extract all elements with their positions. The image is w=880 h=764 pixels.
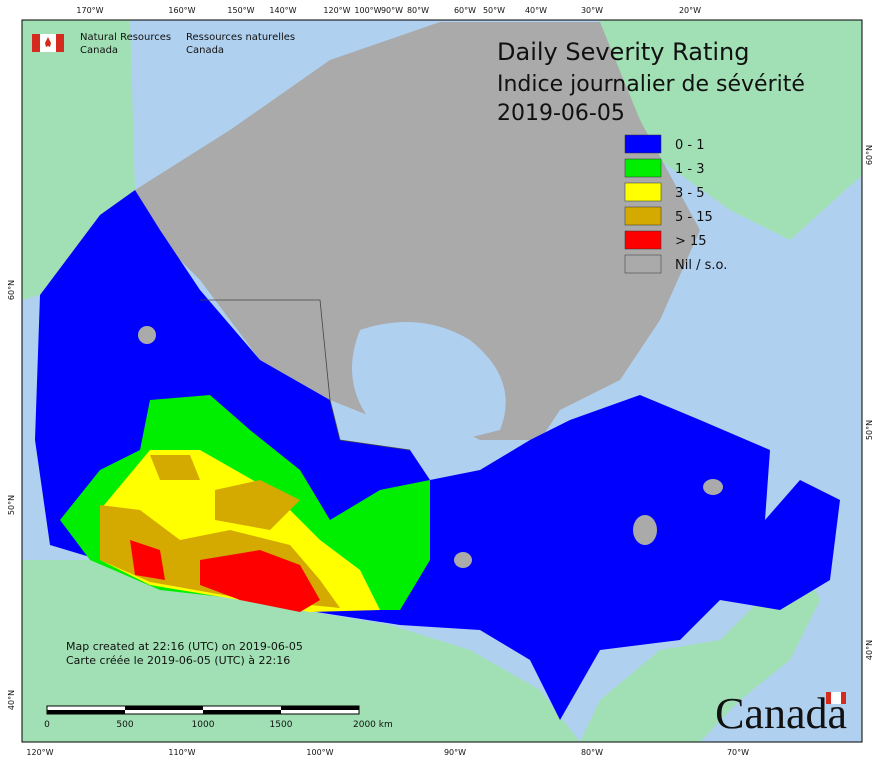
scale-label: 1500	[270, 720, 293, 730]
legend-label: 0 - 1	[675, 138, 705, 153]
longitude-label: 100°W	[306, 748, 333, 757]
longitude-label: 30°W	[581, 6, 603, 15]
scale-segment	[125, 706, 203, 710]
legend-label: 1 - 3	[675, 162, 705, 177]
org-en: Canada	[80, 45, 118, 56]
longitude-label: 110°W	[168, 748, 195, 757]
lake-no-data	[633, 515, 657, 545]
latitude-label: 40°N	[865, 640, 874, 660]
latitude-label: 60°N	[7, 280, 16, 300]
scale-label: 0	[44, 720, 50, 730]
lake-no-data	[703, 479, 723, 495]
boundary	[200, 299, 411, 451]
longitude-label: 80°W	[407, 6, 429, 15]
longitude-label: 20°W	[679, 6, 701, 15]
legend-swatch	[624, 230, 662, 250]
united-states	[22, 560, 580, 742]
longitude-label: 120°W	[26, 748, 53, 757]
rating-over-15	[130, 540, 320, 612]
longitude-label: 160°W	[168, 6, 195, 15]
scale-segment	[203, 710, 281, 714]
title-en: Daily Severity Rating	[497, 38, 749, 66]
longitude-label: 100°W	[354, 6, 381, 15]
org-fr: Canada	[186, 45, 224, 56]
hudson-bay	[352, 322, 506, 440]
legend-swatch	[624, 206, 662, 226]
legend-swatch	[624, 158, 662, 178]
scale-bar: 0 500 1000 1500 2000 km	[44, 705, 393, 730]
scale-segment	[281, 706, 359, 710]
longitude-label: 170°W	[76, 6, 103, 15]
alaska	[22, 20, 135, 300]
longitude-label: 120°W	[323, 6, 350, 15]
lake-no-data	[454, 552, 472, 568]
latitude-label: 50°N	[7, 495, 16, 515]
latitude-label: 50°N	[865, 420, 874, 440]
legend-label: Nil / s.o.	[675, 258, 727, 273]
canada-wordmark: Canada	[715, 689, 847, 738]
graticule-labels: 170°W 160°W 150°W 140°W 120°W 100°W 90°W 80°W 60…	[7, 6, 874, 757]
scale-label: 1000	[192, 720, 215, 730]
title-date: 2019-06-05	[497, 101, 625, 126]
legend-label: 3 - 5	[675, 186, 705, 201]
maple-leaf	[45, 37, 51, 47]
nrcan-signature: Natural Resources Canada Ressources natu…	[32, 32, 295, 56]
scale-label: 500	[116, 720, 133, 730]
longitude-label: 150°W	[227, 6, 254, 15]
greenland	[600, 20, 862, 240]
title-fr: Indice journalier de sévérité	[497, 72, 805, 97]
longitude-label: 90°W	[381, 6, 403, 15]
note: Carte créée le 2019-06-05 (UTC) à 22:16	[66, 654, 290, 667]
scale-label: 2000 km	[353, 720, 393, 730]
legend-swatch	[624, 254, 662, 274]
latitude-label: 40°N	[7, 690, 16, 710]
map	[22, 20, 862, 742]
legend-label: 5 - 15	[675, 210, 713, 225]
org-fr: Ressources naturelles	[186, 32, 295, 43]
scale-segment	[47, 710, 125, 714]
longitude-label: 140°W	[269, 6, 296, 15]
longitude-label: 60°W	[454, 6, 476, 15]
longitude-label: 40°W	[525, 6, 547, 15]
flag-bar	[56, 34, 64, 52]
wordmark-flag-field	[831, 692, 841, 704]
flag-bar	[32, 34, 40, 52]
org-en: Natural Resources	[80, 32, 171, 43]
legend-swatch	[624, 134, 662, 154]
longitude-label: 70°W	[727, 748, 749, 757]
lake-no-data	[138, 326, 156, 344]
longitude-label: 80°W	[581, 748, 603, 757]
longitude-label: 90°W	[444, 748, 466, 757]
note: Map created at 22:16 (UTC) on 2019-06-05	[66, 640, 303, 653]
map-frame	[21, 19, 863, 743]
latitude-label: 60°N	[865, 145, 874, 165]
arctic-no-data	[135, 22, 700, 440]
legend: 0 - 1 1 - 3 3 - 5 5 - 15 > 15 Nil / s.o.	[624, 134, 727, 274]
longitude-label: 50°W	[483, 6, 505, 15]
legend-swatch	[624, 182, 662, 202]
legend-label: > 15	[675, 234, 707, 249]
